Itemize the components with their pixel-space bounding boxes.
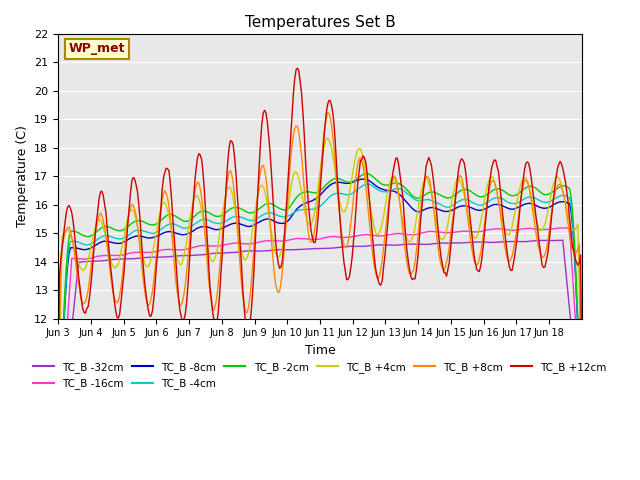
Line: TC_B +4cm: TC_B +4cm [58, 138, 582, 423]
Line: TC_B +12cm: TC_B +12cm [58, 68, 582, 409]
TC_B -4cm [364, 181, 371, 187]
TC_B -16cm [324, 234, 332, 240]
Line: TC_B -8cm: TC_B -8cm [58, 179, 582, 480]
Y-axis label: Temperature (C): Temperature (C) [15, 125, 29, 227]
Line: TC_B -32cm: TC_B -32cm [58, 240, 582, 461]
TC_B +8cm [429, 199, 436, 204]
TC_B +12cm [325, 97, 333, 103]
TC_B +8cm [54, 423, 62, 429]
X-axis label: Time: Time [305, 344, 335, 357]
Line: TC_B -4cm: TC_B -4cm [58, 184, 582, 480]
TC_B +8cm [507, 257, 515, 263]
TC_B -16cm [72, 256, 80, 262]
TC_B +4cm [575, 282, 583, 288]
TC_B +4cm [72, 251, 80, 257]
TC_B +8cm [72, 261, 80, 267]
TC_B -2cm [575, 348, 583, 353]
TC_B -16cm [54, 456, 62, 462]
TC_B -32cm [324, 245, 332, 251]
TC_B +8cm [578, 404, 586, 410]
TC_B -32cm [88, 258, 96, 264]
TC_B -4cm [429, 198, 436, 204]
TC_B -32cm [559, 237, 566, 243]
TC_B -8cm [88, 244, 96, 250]
TC_B -8cm [72, 245, 80, 251]
Legend: TC_B -32cm, TC_B -16cm, TC_B -8cm, TC_B -4cm, TC_B -2cm, TC_B +4cm, TC_B +8cm, T: TC_B -32cm, TC_B -16cm, TC_B -8cm, TC_B … [29, 358, 611, 393]
TC_B +12cm [575, 260, 583, 265]
TC_B +8cm [325, 110, 333, 116]
TC_B -32cm [506, 239, 513, 244]
Text: WP_met: WP_met [68, 43, 125, 56]
TC_B -2cm [88, 232, 96, 238]
TC_B -8cm [359, 176, 367, 182]
TC_B +4cm [324, 135, 332, 141]
TC_B -16cm [578, 421, 586, 427]
TC_B -16cm [506, 227, 513, 233]
Line: TC_B +8cm: TC_B +8cm [58, 113, 582, 426]
TC_B -32cm [54, 458, 62, 464]
TC_B -4cm [324, 196, 332, 202]
TC_B -2cm [429, 189, 436, 195]
TC_B -16cm [88, 255, 96, 261]
TC_B -8cm [507, 206, 515, 212]
TC_B -8cm [575, 356, 583, 361]
TC_B -32cm [575, 405, 583, 411]
TC_B +8cm [88, 255, 96, 261]
Line: TC_B -2cm: TC_B -2cm [58, 174, 582, 480]
TC_B -4cm [575, 352, 583, 358]
Line: TC_B -16cm: TC_B -16cm [58, 228, 582, 459]
TC_B -32cm [578, 433, 586, 439]
TC_B -4cm [507, 200, 515, 206]
TC_B +4cm [325, 137, 333, 143]
TC_B -16cm [560, 225, 568, 231]
TC_B +12cm [507, 268, 515, 274]
TC_B -2cm [362, 171, 370, 177]
TC_B -8cm [429, 204, 436, 210]
TC_B -8cm [324, 184, 332, 190]
TC_B -2cm [72, 229, 80, 235]
TC_B -4cm [88, 240, 96, 246]
TC_B -16cm [428, 228, 435, 234]
TC_B +4cm [88, 237, 96, 243]
TC_B +8cm [575, 241, 583, 247]
TC_B -2cm [324, 180, 332, 186]
TC_B +12cm [578, 385, 586, 391]
TC_B +4cm [578, 404, 586, 409]
Title: Temperatures Set B: Temperatures Set B [244, 15, 396, 30]
TC_B +12cm [429, 173, 436, 179]
TC_B -16cm [575, 378, 583, 384]
TC_B +12cm [72, 246, 80, 252]
TC_B +8cm [324, 110, 332, 116]
TC_B +12cm [88, 267, 96, 273]
TC_B -2cm [507, 192, 515, 198]
TC_B +12cm [54, 406, 62, 412]
TC_B +4cm [54, 420, 62, 426]
TC_B -4cm [72, 239, 80, 244]
TC_B -32cm [428, 241, 435, 247]
TC_B -32cm [72, 286, 80, 292]
TC_B +4cm [507, 228, 515, 234]
TC_B +12cm [294, 65, 301, 71]
TC_B +4cm [429, 198, 436, 204]
